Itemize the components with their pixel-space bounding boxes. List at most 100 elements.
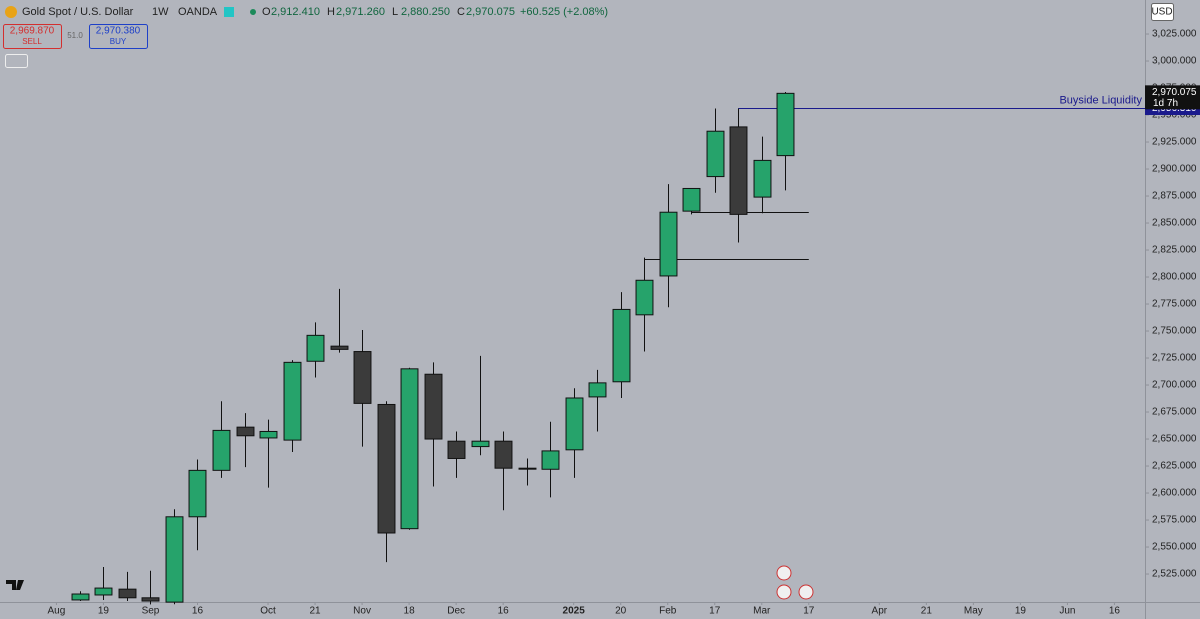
candle-body [424, 373, 443, 440]
candle-body [471, 440, 490, 448]
x-tick-label: Dec [447, 606, 465, 617]
y-tick-label: 2,700.000 [1152, 380, 1197, 391]
event-icon[interactable] [776, 584, 792, 600]
x-tick-label: Apr [872, 606, 888, 617]
y-tick-label: 2,900.000 [1152, 164, 1197, 175]
x-tick-label: 17 [709, 606, 721, 617]
candle-body [682, 187, 701, 212]
candle-body [212, 429, 231, 471]
sell-button[interactable] [3, 24, 62, 49]
x-tick-label: 19 [98, 606, 110, 617]
candle-body [377, 403, 396, 534]
candle-body [518, 467, 537, 470]
x-tick-label: 21 [309, 606, 321, 617]
candle-body [729, 126, 748, 215]
x-tick-label: Mar [753, 606, 771, 617]
y-tick-label: 3,000.000 [1152, 56, 1197, 67]
symbol: Gold Spot / U.S. Dollar [22, 6, 134, 18]
y-tick-label: 2,625.000 [1152, 461, 1197, 472]
buy-label: BUY [110, 37, 127, 46]
y-tick-label: 2,600.000 [1152, 488, 1197, 499]
currency-button[interactable] [1151, 3, 1174, 21]
candle-body [71, 593, 90, 601]
x-tick-label: 20 [615, 606, 627, 617]
event-icon[interactable] [798, 584, 814, 600]
x-tick-label: 16 [498, 606, 510, 617]
ohlc-key: O [262, 6, 271, 18]
x-tick-label: 16 [1109, 606, 1121, 617]
y-tick-label: 2,825.000 [1152, 245, 1197, 256]
ohlc-key: H [327, 6, 335, 18]
buy-button[interactable] [89, 24, 148, 49]
x-tick-label: 2025 [563, 606, 586, 617]
spread: 51.0 [67, 31, 83, 40]
candle-body [259, 430, 278, 439]
sell-price: 2,969.870 [10, 26, 55, 37]
candle-body [236, 426, 255, 437]
status-dot [250, 9, 256, 15]
candle-body [330, 345, 349, 350]
candle-body [447, 440, 466, 459]
y-tick-label: 2,800.000 [1152, 272, 1197, 283]
candle-body [659, 211, 678, 277]
candle-body [635, 279, 654, 316]
countdown: 1d 7h [1153, 98, 1178, 109]
ohlc-key: L [392, 6, 398, 18]
candle-body [141, 597, 160, 602]
sell-label: SELL [22, 37, 42, 46]
candle-body [94, 587, 113, 596]
last-price: 2,970.075 [1152, 87, 1197, 98]
x-tick-label: Aug [48, 606, 66, 617]
candle-body [306, 334, 325, 362]
candle-body [400, 368, 419, 530]
y-tick-label: 2,550.000 [1152, 542, 1197, 553]
level-label: Buyside Liquidity [1059, 94, 1142, 106]
y-tick-label: 2,650.000 [1152, 434, 1197, 445]
y-tick-label: 2,525.000 [1152, 569, 1197, 580]
buy-price: 2,970.380 [96, 26, 141, 37]
x-tick-label: 21 [921, 606, 933, 617]
y-tick-label: 2,575.000 [1152, 515, 1197, 526]
x-tick-label: May [964, 606, 983, 617]
event-icon[interactable] [776, 565, 792, 581]
candle-body [353, 351, 372, 404]
tv-logo [6, 580, 24, 590]
x-tick-label: Nov [353, 606, 371, 617]
x-tick-label: 16 [192, 606, 204, 617]
y-tick-label: 2,925.000 [1152, 137, 1197, 148]
ohlc-key: C [457, 6, 465, 18]
candle-body [283, 361, 302, 441]
candle-body [776, 92, 795, 157]
y-tick-label: 2,750.000 [1152, 326, 1197, 337]
x-tick-label: Oct [260, 606, 276, 617]
candle-body [588, 382, 607, 398]
ohlc-value: 2,971.260 [336, 6, 385, 18]
change: +60.525 (+2.08%) [520, 6, 608, 18]
y-tick-label: 2,675.000 [1152, 407, 1197, 418]
header-ohlc: O 2,912.410 H 2,971.260 L 2,880.250 C 2,970.075… [262, 6, 608, 18]
market-icon [224, 7, 234, 17]
y-tick-label: 3,025.000 [1152, 29, 1197, 40]
y-tick-label: 2,850.000 [1152, 218, 1197, 229]
y-tick-label: 2,775.000 [1152, 299, 1197, 310]
candle-body [118, 588, 137, 599]
candle-body [612, 308, 631, 383]
y-tick-label: 2,950.000 [1152, 110, 1197, 121]
candle-body [753, 159, 772, 198]
candle-body [165, 516, 184, 603]
candle-body [706, 130, 725, 178]
x-tick-label: Jun [1059, 606, 1075, 617]
ohlc-value: 2,970.075 [466, 6, 515, 18]
last-price-box [1145, 85, 1200, 110]
x-tick-label: 17 [803, 606, 815, 617]
ohlc-value: 2,880.250 [401, 6, 450, 18]
y-tick-label: 2,875.000 [1152, 191, 1197, 202]
ohlc-value: 2,912.410 [271, 6, 320, 18]
interval[interactable]: 1W [152, 6, 169, 18]
collapse-button[interactable] [5, 54, 28, 68]
candle-body [565, 397, 584, 451]
candle-body [494, 440, 513, 469]
currency: USD [1151, 7, 1172, 18]
source: OANDA [178, 6, 218, 18]
